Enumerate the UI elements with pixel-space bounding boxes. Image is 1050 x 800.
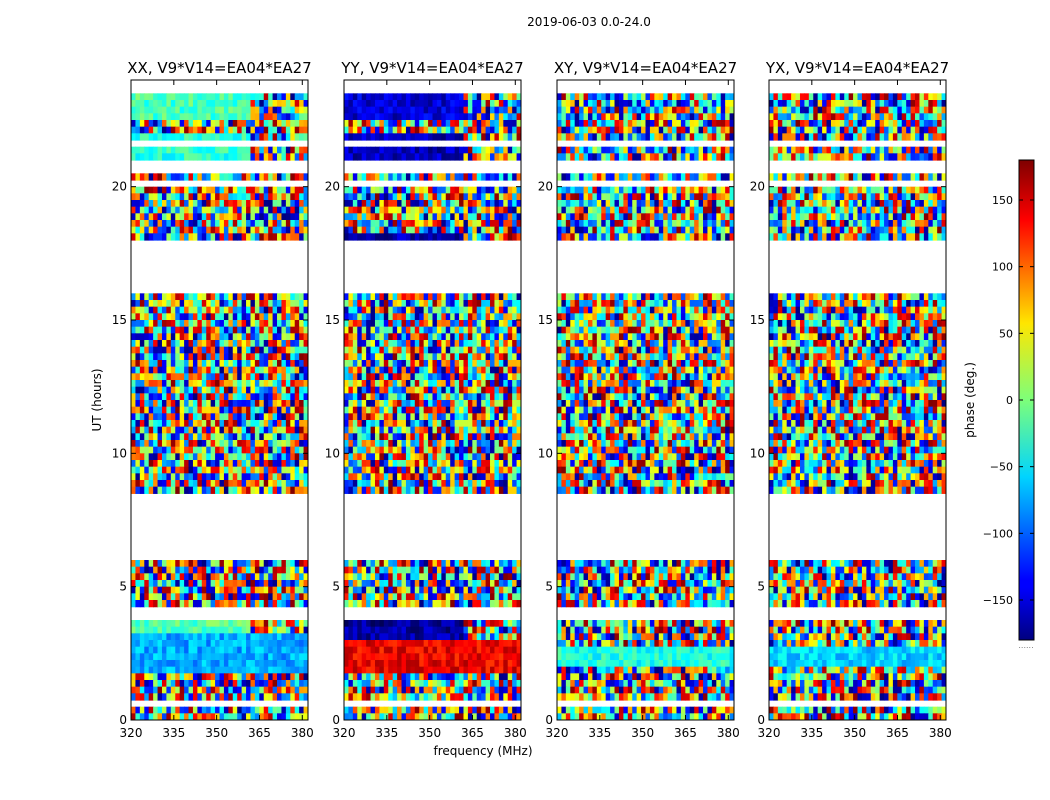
y-tick-label: 20 xyxy=(112,180,127,194)
colorbar-tick-label: 150 xyxy=(992,194,1013,207)
x-tick-label: 365 xyxy=(674,726,697,740)
x-tick-label: 350 xyxy=(418,726,441,740)
y-tick-label: 20 xyxy=(538,180,553,194)
panel-3: YX, V9*V14=EA04*EA27 320 335 350 365 380 0 5 10 1… xyxy=(750,59,952,740)
phase-image xyxy=(769,93,946,720)
panel-frame xyxy=(130,79,309,721)
x-tick-label: 350 xyxy=(843,726,866,740)
x-tick-label: 380 xyxy=(291,726,314,740)
x-tick-label: 320 xyxy=(333,726,356,740)
phase-image xyxy=(557,93,734,720)
y-tick-label: 5 xyxy=(332,580,340,594)
x-tick-label: 320 xyxy=(120,726,143,740)
colorbar-tick-label: −50 xyxy=(990,461,1013,474)
panel-frame xyxy=(768,79,947,721)
y-tick-label: 20 xyxy=(750,180,765,194)
panel-0: XX, V9*V14=EA04*EA27 320 335 350 365 380 0 5 10 1… xyxy=(112,59,314,740)
x-tick-label: 335 xyxy=(375,726,398,740)
y-tick-label: 20 xyxy=(325,180,340,194)
x-tick-label: 320 xyxy=(546,726,569,740)
y-tick-label: 5 xyxy=(545,580,553,594)
x-tick-label: 320 xyxy=(758,726,781,740)
panel-2: XY, V9*V14=EA04*EA27 320 335 350 365 380 0 5 10 1… xyxy=(538,59,740,740)
x-tick-label: 380 xyxy=(504,726,527,740)
x-tick-label: 335 xyxy=(162,726,185,740)
panels-group: XX, V9*V14=EA04*EA27 320 335 350 365 380 0 5 10 1… xyxy=(112,59,952,740)
y-tick-label: 10 xyxy=(750,446,765,460)
y-tick-label: 5 xyxy=(119,580,127,594)
x-tick-label: 350 xyxy=(631,726,654,740)
y-tick-label: 15 xyxy=(112,313,127,327)
y-tick-label: 10 xyxy=(325,446,340,460)
x-tick-label: 365 xyxy=(248,726,271,740)
panel-frame xyxy=(556,79,735,721)
colorbar-footnote: ...... xyxy=(1018,641,1033,650)
colorbar-tick-label: 50 xyxy=(999,327,1013,340)
panel-1: YY, V9*V14=EA04*EA27 320 335 350 365 380 0 5 10 1… xyxy=(325,59,527,740)
panel-frame xyxy=(343,79,522,721)
x-tick-label: 335 xyxy=(800,726,823,740)
y-axis-label: UT (hours) xyxy=(90,368,104,431)
y-tick-label: 10 xyxy=(112,446,127,460)
x-tick-label: 365 xyxy=(886,726,909,740)
x-tick-label: 350 xyxy=(205,726,228,740)
panel-title: XX, V9*V14=EA04*EA27 xyxy=(127,59,311,77)
y-tick-label: 5 xyxy=(757,580,765,594)
colorbar-tick-label: −150 xyxy=(983,594,1013,607)
colorbar-tick-label: 100 xyxy=(992,261,1013,274)
y-tick-label: 15 xyxy=(750,313,765,327)
x-tick-label: 380 xyxy=(929,726,952,740)
x-tick-label: 380 xyxy=(717,726,740,740)
panel-title: YY, V9*V14=EA04*EA27 xyxy=(340,59,523,77)
y-tick-label: 10 xyxy=(538,446,553,460)
colorbar-label: phase (deg.) xyxy=(963,362,977,438)
x-axis-label: frequency (MHz) xyxy=(433,744,532,758)
x-tick-label: 335 xyxy=(588,726,611,740)
colorbar: 150 100 50 0 −50 −100 −150 phase (deg.) ...... xyxy=(963,159,1035,650)
y-tick-label: 0 xyxy=(757,713,765,727)
phase-image xyxy=(344,93,521,720)
y-tick-label: 0 xyxy=(119,713,127,727)
panel-title: XY, V9*V14=EA04*EA27 xyxy=(554,59,737,77)
colorbar-ticks: 150 100 50 0 −50 −100 −150 xyxy=(983,194,1034,607)
y-tick-label: 15 xyxy=(325,313,340,327)
colorbar-tick-label: −100 xyxy=(983,527,1013,540)
x-tick-label: 365 xyxy=(461,726,484,740)
y-tick-label: 0 xyxy=(545,713,553,727)
y-tick-label: 15 xyxy=(538,313,553,327)
y-tick-label: 0 xyxy=(332,713,340,727)
figure-title: 2019-06-03 0.0-24.0 xyxy=(527,15,651,29)
phase-image xyxy=(131,93,308,720)
panel-title: YX, V9*V14=EA04*EA27 xyxy=(765,59,949,77)
colorbar-tick-label: 0 xyxy=(1006,394,1013,407)
